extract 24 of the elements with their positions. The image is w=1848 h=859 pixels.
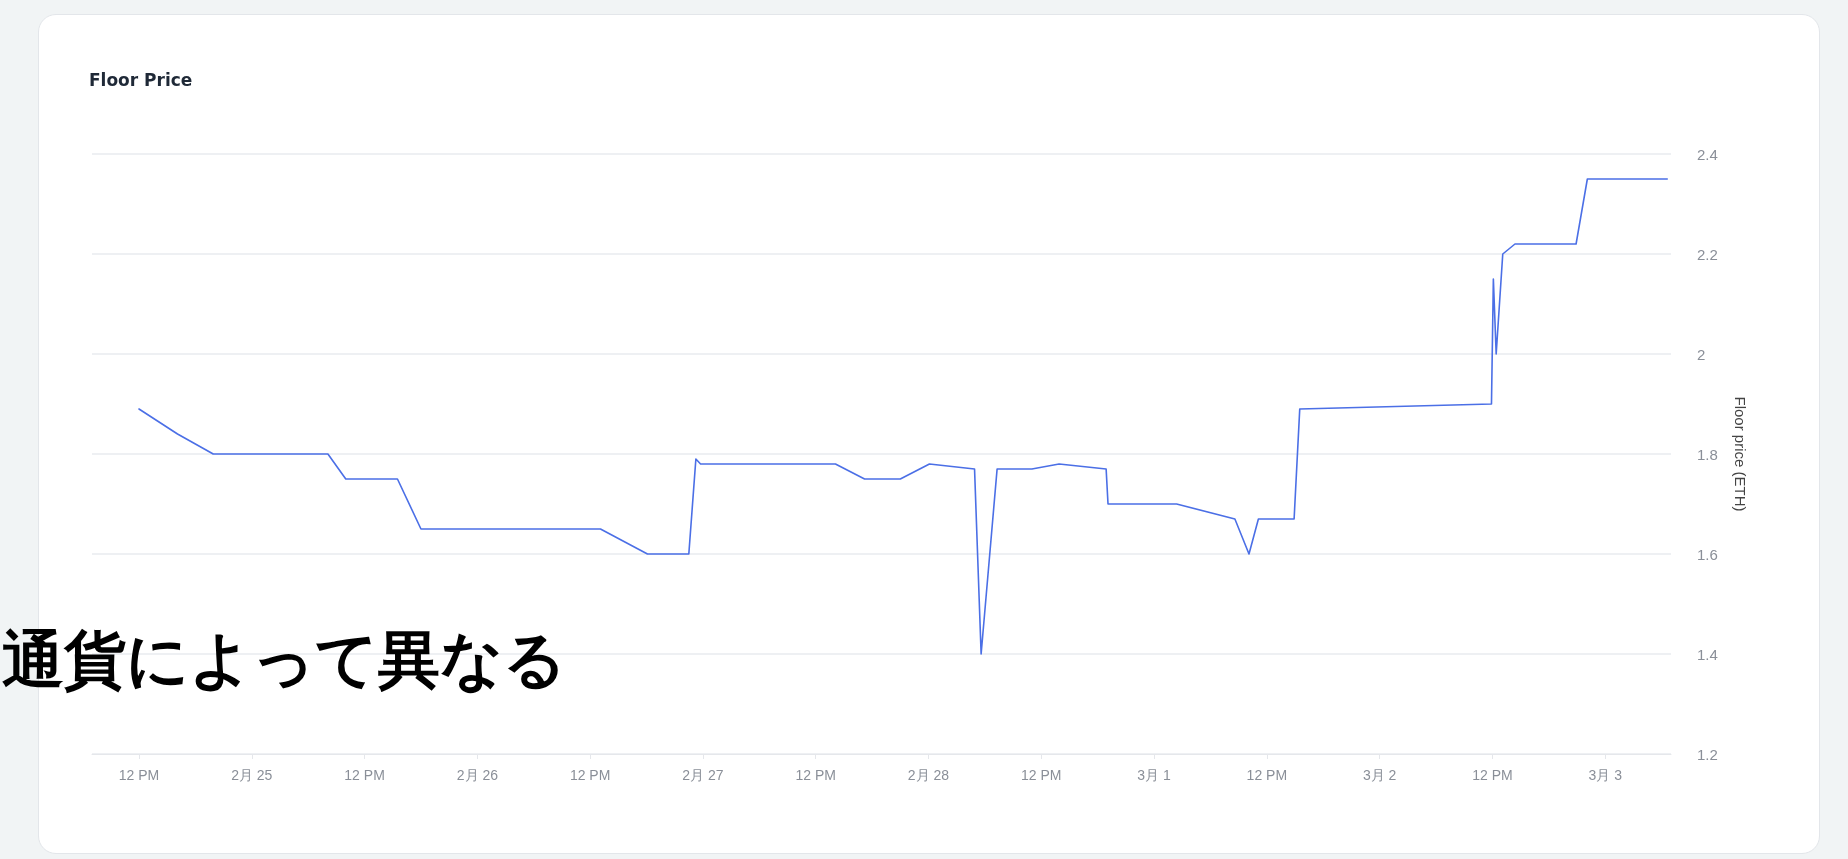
y2-tick-label: 2.4: [1697, 145, 1718, 163]
annotation: 通貨によって異なる: [2, 622, 566, 696]
y2-tick-label: 2: [1697, 345, 1706, 363]
x-tick-label: 12 PM: [569, 767, 611, 783]
x-tick-label: 3月 1: [1137, 767, 1172, 783]
x-tick-label: 2月 27: [682, 767, 724, 783]
x-tick-label: 2月 26: [456, 767, 499, 783]
x-tick-label: 12 PM: [795, 767, 836, 783]
x-tick-label: 2月 28: [907, 767, 950, 783]
x-tick-label: 12 PM: [1246, 767, 1288, 783]
x-tick-label: 2月 25: [231, 767, 273, 783]
x-tick-label: 12 PM: [1021, 767, 1062, 783]
y2-tick-label: 1.6: [1697, 545, 1718, 563]
y2-tick-label: 1.8: [1697, 445, 1718, 463]
x-tick-label: 12 PM: [344, 767, 385, 783]
x-tick-label: 12 PM: [1472, 767, 1513, 783]
x-tick-label: 3月 2: [1362, 767, 1397, 783]
chart-title: Floor Price: [89, 69, 193, 90]
y2-tick-label: 1.2: [1697, 745, 1718, 763]
y2-tick-label: 2.2: [1697, 245, 1718, 263]
y2-tick-label: 1.4: [1697, 645, 1718, 663]
x-tick-label: 12 PM: [118, 767, 160, 783]
x-tick-label: 3月 3: [1588, 767, 1623, 783]
y2-axis-title: Floor price (ETH): [1732, 396, 1749, 512]
